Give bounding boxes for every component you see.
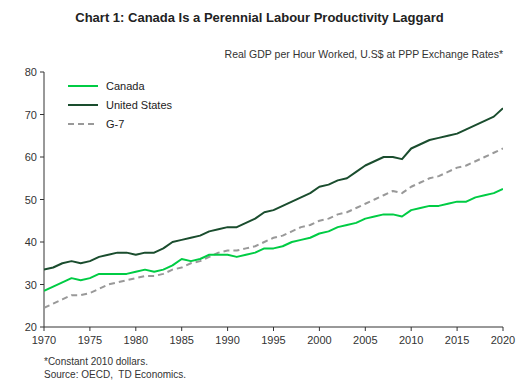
x-tick-label: 1975 xyxy=(78,334,102,346)
y-tick xyxy=(40,327,44,328)
y-tick-label: 30 xyxy=(25,279,37,291)
subtitle: Real GDP per Hour Worked, U.S$ at PPP Ex… xyxy=(225,48,503,60)
legend-swatch xyxy=(68,85,98,87)
x-tick-label: 1970 xyxy=(32,334,56,346)
y-tick xyxy=(40,114,44,115)
title: Chart 1: Canada Is a Perennial Labour Pr… xyxy=(75,10,443,25)
y-tick-label: 20 xyxy=(25,321,37,333)
x-tick-label: 1985 xyxy=(169,334,193,346)
y-axis: 20 30 40 50 60 70 80 xyxy=(25,66,44,333)
x-tick xyxy=(273,327,274,331)
x-tick-label: 2015 xyxy=(445,334,469,346)
y-tick xyxy=(40,284,44,285)
lines xyxy=(44,108,503,308)
y-tick xyxy=(40,157,44,158)
y-tick-label: 80 xyxy=(25,66,37,78)
x-tick xyxy=(411,327,412,331)
series-line xyxy=(44,108,503,270)
x-tick xyxy=(503,327,504,331)
x-axis: 1970 1975 1980 1985 1990 1995 2000 2005 2010 2015… xyxy=(32,327,515,346)
footnote: Source: OECD, TD Economics. xyxy=(44,369,186,380)
x-tick-label: 2010 xyxy=(399,334,423,346)
y-tick xyxy=(40,242,44,243)
y-tick xyxy=(40,199,44,200)
x-tick xyxy=(135,327,136,331)
footnotes: *Constant 2010 dollars. Source: OECD, TD … xyxy=(44,356,186,380)
x-tick xyxy=(227,327,228,331)
x-tick xyxy=(44,327,45,331)
x-tick-label: 2005 xyxy=(353,334,377,346)
series-line xyxy=(44,149,503,308)
x-tick-label: 2000 xyxy=(307,334,331,346)
legend-swatch xyxy=(68,104,98,106)
y-tick-label: 70 xyxy=(25,109,37,121)
x-tick-label: 2020 xyxy=(491,334,515,346)
x-tick-label: 1980 xyxy=(124,334,148,346)
footnote: *Constant 2010 dollars. xyxy=(44,356,148,367)
chart: Chart 1: Canada Is a Perennial Labour Pr… xyxy=(0,0,519,385)
y-tick xyxy=(40,72,44,73)
series-line xyxy=(44,189,503,291)
x-tick-label: 1995 xyxy=(261,334,285,346)
x-tick xyxy=(457,327,458,331)
legend-label: Canada xyxy=(106,80,145,92)
x-tick xyxy=(319,327,320,331)
y-tick-label: 40 xyxy=(25,236,37,248)
legend: Canada United States G-7 xyxy=(68,80,173,130)
x-tick-label: 1990 xyxy=(215,334,239,346)
legend-label: G-7 xyxy=(106,118,124,130)
y-tick-label: 50 xyxy=(25,194,37,206)
x-tick xyxy=(89,327,90,331)
x-tick xyxy=(181,327,182,331)
legend-label: United States xyxy=(106,99,173,111)
y-tick-label: 60 xyxy=(25,151,37,163)
legend-swatch xyxy=(68,123,98,125)
x-tick xyxy=(365,327,366,331)
